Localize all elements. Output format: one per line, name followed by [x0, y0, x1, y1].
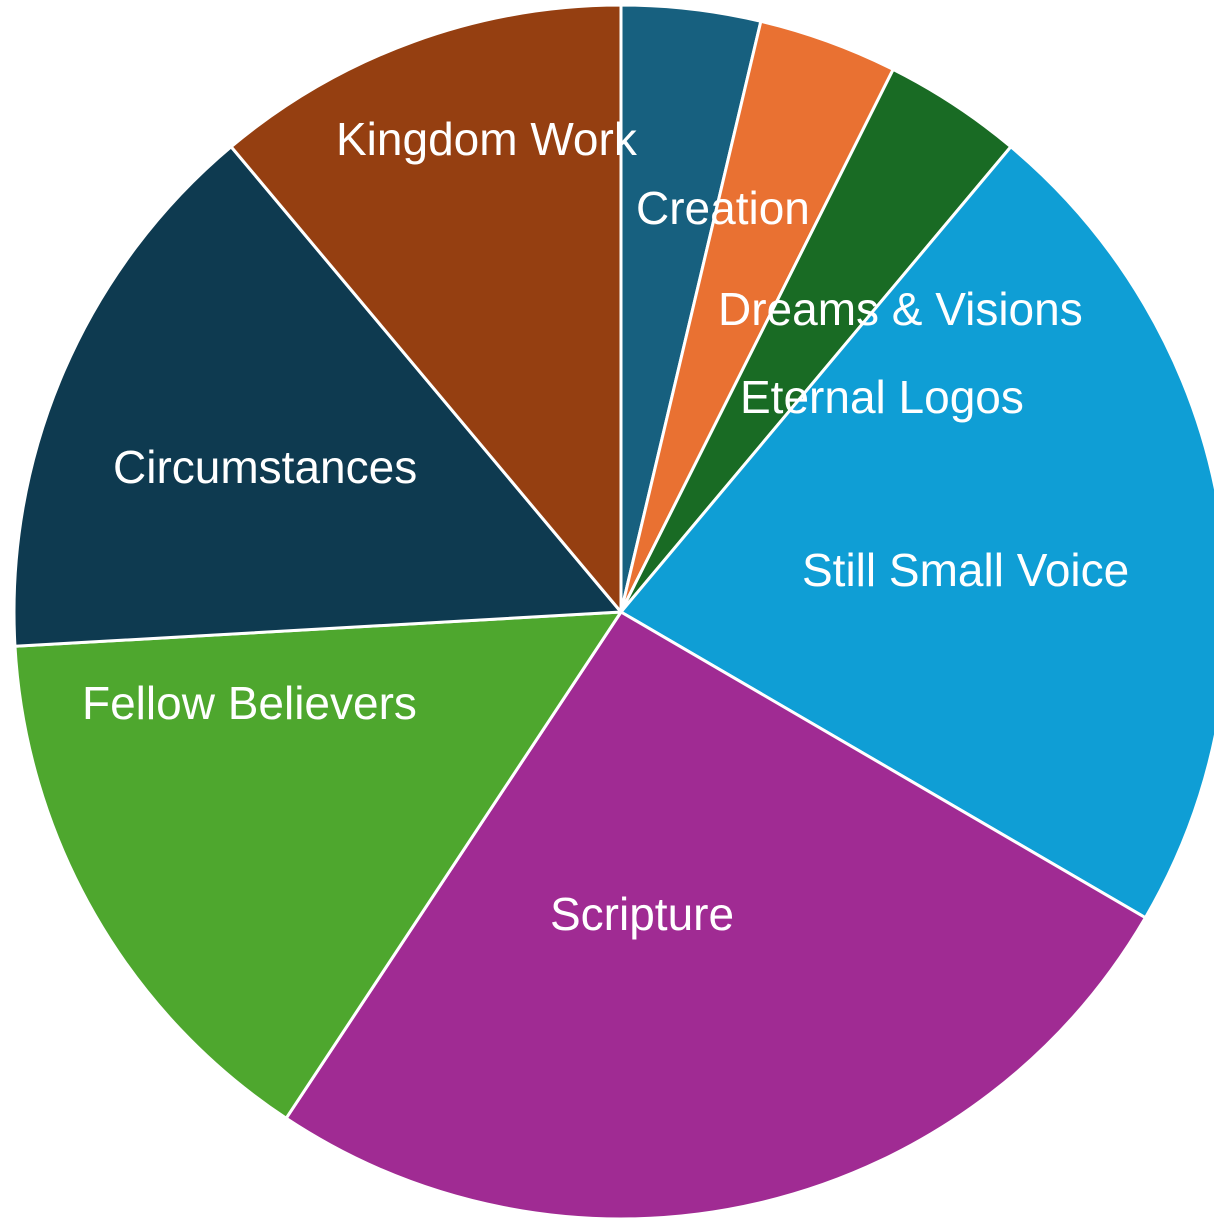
- slice-label-scripture: Scripture: [550, 888, 734, 940]
- slice-label-fellow-believers: Fellow Believers: [82, 677, 417, 729]
- slice-label-still-small-voice: Still Small Voice: [802, 544, 1129, 596]
- pie-slice-scripture: [284, 610, 1147, 1220]
- pie-slice-fellow-believers: [13, 610, 623, 1120]
- slice-label-circumstances: Circumstances: [113, 441, 417, 493]
- slice-label-kingdom-work: Kingdom Work: [336, 113, 638, 165]
- pie-slices: [12, 3, 1214, 1220]
- slice-label-eternal-logos: Eternal Logos: [740, 371, 1024, 423]
- pie-slice-kingdom-work: [229, 3, 623, 614]
- pie-slice-circumstances: [12, 145, 623, 648]
- slice-label-creation: Creation: [636, 182, 810, 234]
- pie-slice-still-small-voice: [619, 145, 1214, 920]
- slice-label-dreams-and-visions: Dreams & Visions: [718, 283, 1083, 335]
- pie-labels: Creation Dreams & Visions Eternal Logos Sti…: [82, 113, 1129, 940]
